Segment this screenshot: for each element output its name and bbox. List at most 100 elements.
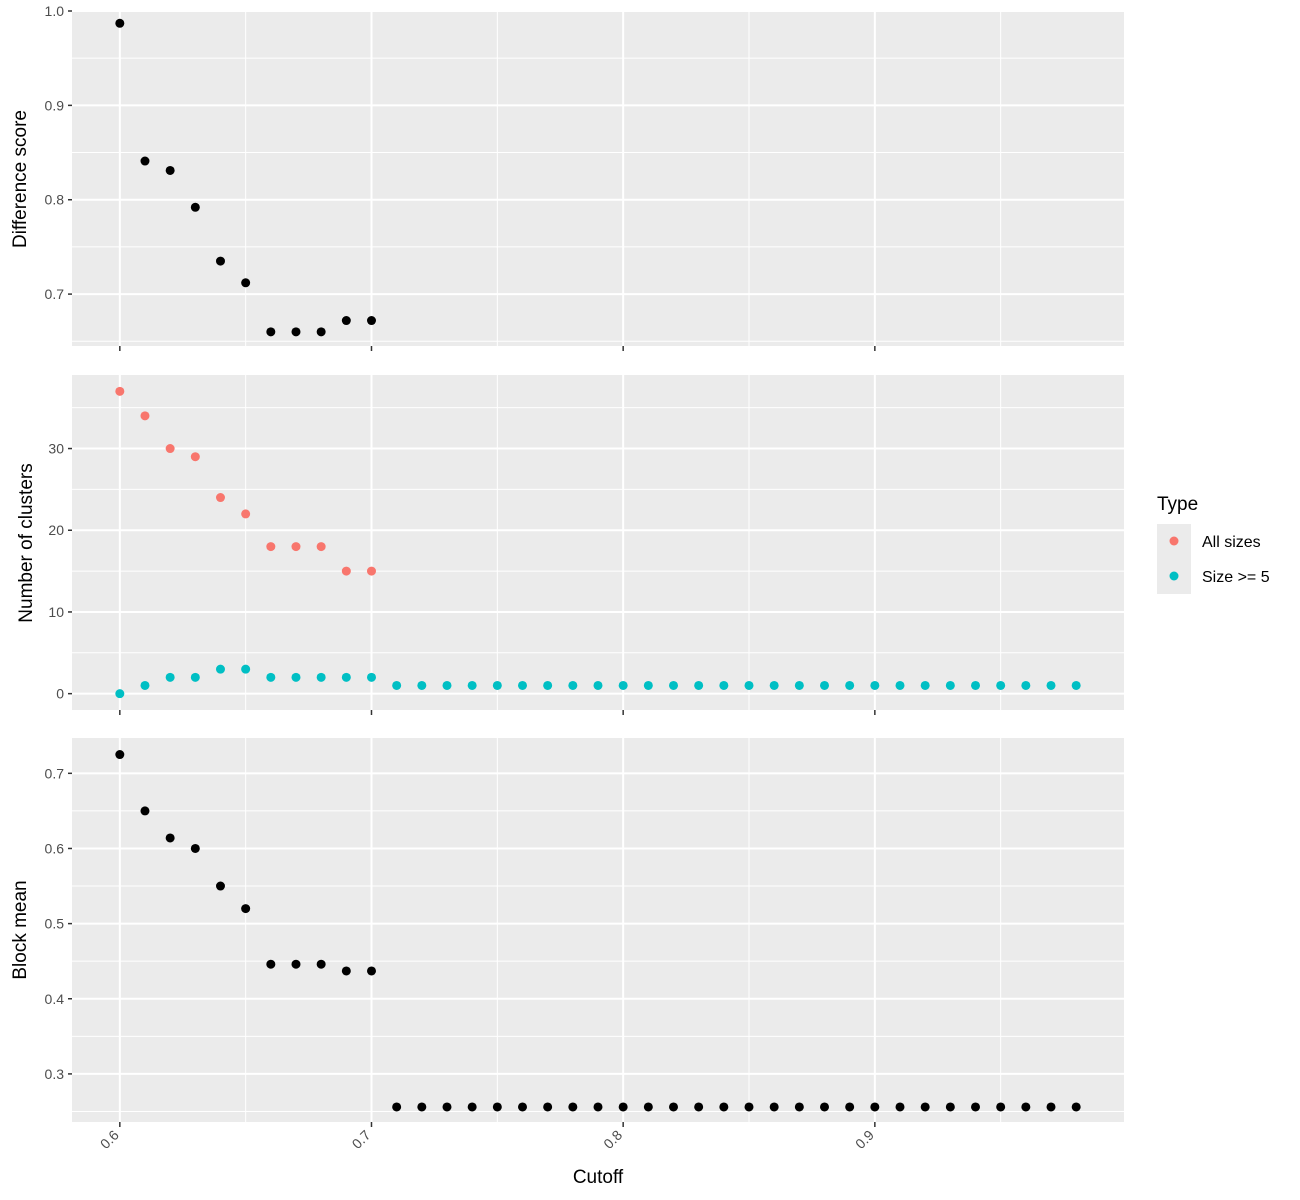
y-axis-title-difference-score: Difference score	[10, 110, 31, 248]
data-point-series-1	[291, 672, 301, 682]
data-point-series-0	[266, 542, 276, 552]
data-point-series-1	[744, 680, 754, 690]
legend-key-all-sizes	[1169, 536, 1179, 546]
y-tick-label: 0	[56, 686, 64, 702]
data-point-series-0	[1071, 1102, 1081, 1112]
x-tick-label: 0.9	[852, 1127, 877, 1152]
data-point-series-0	[165, 165, 175, 175]
data-point-series-0	[366, 316, 376, 326]
data-point-series-0	[366, 566, 376, 576]
data-point-series-0	[215, 256, 225, 266]
data-point-series-0	[140, 806, 150, 816]
data-point-series-1	[694, 680, 704, 690]
data-point-series-0	[895, 1102, 905, 1112]
data-point-series-0	[341, 316, 351, 326]
legend-title: Type	[1157, 494, 1198, 515]
data-point-series-0	[316, 327, 326, 337]
data-point-series-0	[643, 1102, 653, 1112]
data-point-series-0	[241, 904, 251, 914]
panel-background	[72, 11, 1124, 346]
number-of-clusters-panel: 0 10 20 30	[48, 375, 1124, 715]
data-point-series-0	[568, 1102, 578, 1112]
data-point-series-0	[1046, 1102, 1056, 1112]
data-point-series-1	[492, 680, 502, 690]
data-point-series-1	[794, 680, 804, 690]
data-point-series-0	[190, 202, 200, 212]
data-point-series-1	[920, 680, 930, 690]
y-tick-label: 0.5	[45, 916, 65, 932]
data-point-series-0	[140, 411, 150, 421]
data-point-series-0	[442, 1102, 452, 1112]
data-point-series-1	[140, 680, 150, 690]
legend-label-all-sizes: All sizes	[1202, 534, 1261, 551]
y-tick-label: 0.8	[45, 192, 65, 208]
legend: Type All sizes Size >= 5	[1157, 494, 1270, 594]
data-point-series-1	[543, 680, 553, 690]
data-point-series-1	[266, 672, 276, 682]
data-point-series-0	[291, 542, 301, 552]
data-point-series-1	[417, 680, 427, 690]
data-point-series-0	[517, 1102, 527, 1112]
data-point-series-1	[517, 680, 527, 690]
data-point-series-0	[316, 542, 326, 552]
legend-key-size-5	[1169, 571, 1179, 581]
data-point-series-1	[593, 680, 603, 690]
data-point-series-0	[669, 1102, 679, 1112]
data-point-series-1	[669, 680, 679, 690]
data-point-series-1	[643, 680, 653, 690]
difference-score-panel: 0.7 0.8 0.9 1.0	[45, 3, 1124, 351]
x-axis-title: Cutoff	[573, 1167, 624, 1188]
data-point-series-0	[417, 1102, 427, 1112]
y-tick-label: 1.0	[45, 3, 65, 19]
data-point-series-0	[618, 1102, 628, 1112]
data-point-series-1	[945, 680, 955, 690]
y-tick-label: 30	[48, 441, 64, 457]
data-point-series-0	[165, 833, 175, 843]
data-point-series-0	[543, 1102, 553, 1112]
data-point-series-0	[467, 1102, 477, 1112]
data-point-series-0	[1021, 1102, 1031, 1112]
y-tick-label: 0.7	[45, 765, 65, 781]
y-axis-title-number-of-clusters: Number of clusters	[16, 463, 37, 622]
data-point-series-0	[165, 444, 175, 454]
data-point-series-1	[845, 680, 855, 690]
data-point-series-0	[820, 1102, 830, 1112]
data-point-series-0	[341, 566, 351, 576]
y-axis-title-block-mean: Block mean	[10, 880, 31, 979]
data-point-series-0	[794, 1102, 804, 1112]
data-point-series-1	[341, 672, 351, 682]
data-point-series-0	[140, 156, 150, 166]
data-point-series-0	[593, 1102, 603, 1112]
data-point-series-0	[266, 959, 276, 969]
data-point-series-1	[971, 680, 981, 690]
data-point-series-1	[467, 680, 477, 690]
data-point-series-0	[392, 1102, 402, 1112]
data-point-series-0	[996, 1102, 1006, 1112]
legend-label-size-5: Size >= 5	[1202, 569, 1270, 586]
data-point-series-1	[442, 680, 452, 690]
panel-background	[72, 738, 1124, 1122]
data-point-series-1	[190, 672, 200, 682]
y-tick-label: 0.3	[45, 1066, 65, 1082]
data-point-series-0	[190, 452, 200, 462]
data-point-series-0	[845, 1102, 855, 1112]
data-point-series-1	[568, 680, 578, 690]
data-point-series-0	[870, 1102, 880, 1112]
data-point-series-1	[366, 672, 376, 682]
data-point-series-1	[769, 680, 779, 690]
data-point-series-1	[1021, 680, 1031, 690]
data-point-series-0	[971, 1102, 981, 1112]
block-mean-panel: 0.3 0.4 0.5 0.6 0.7 0.6 0.7 0.8 0.9	[45, 738, 1124, 1152]
data-point-series-1	[215, 664, 225, 674]
x-tick-label: 0.8	[600, 1127, 625, 1152]
data-point-series-0	[291, 327, 301, 337]
x-tick-label: 0.7	[349, 1127, 374, 1152]
data-point-series-0	[215, 881, 225, 891]
data-point-series-1	[719, 680, 729, 690]
data-point-series-0	[366, 966, 376, 976]
data-point-series-0	[694, 1102, 704, 1112]
y-tick-label: 10	[48, 604, 64, 620]
data-point-series-0	[920, 1102, 930, 1112]
data-point-series-1	[241, 664, 251, 674]
